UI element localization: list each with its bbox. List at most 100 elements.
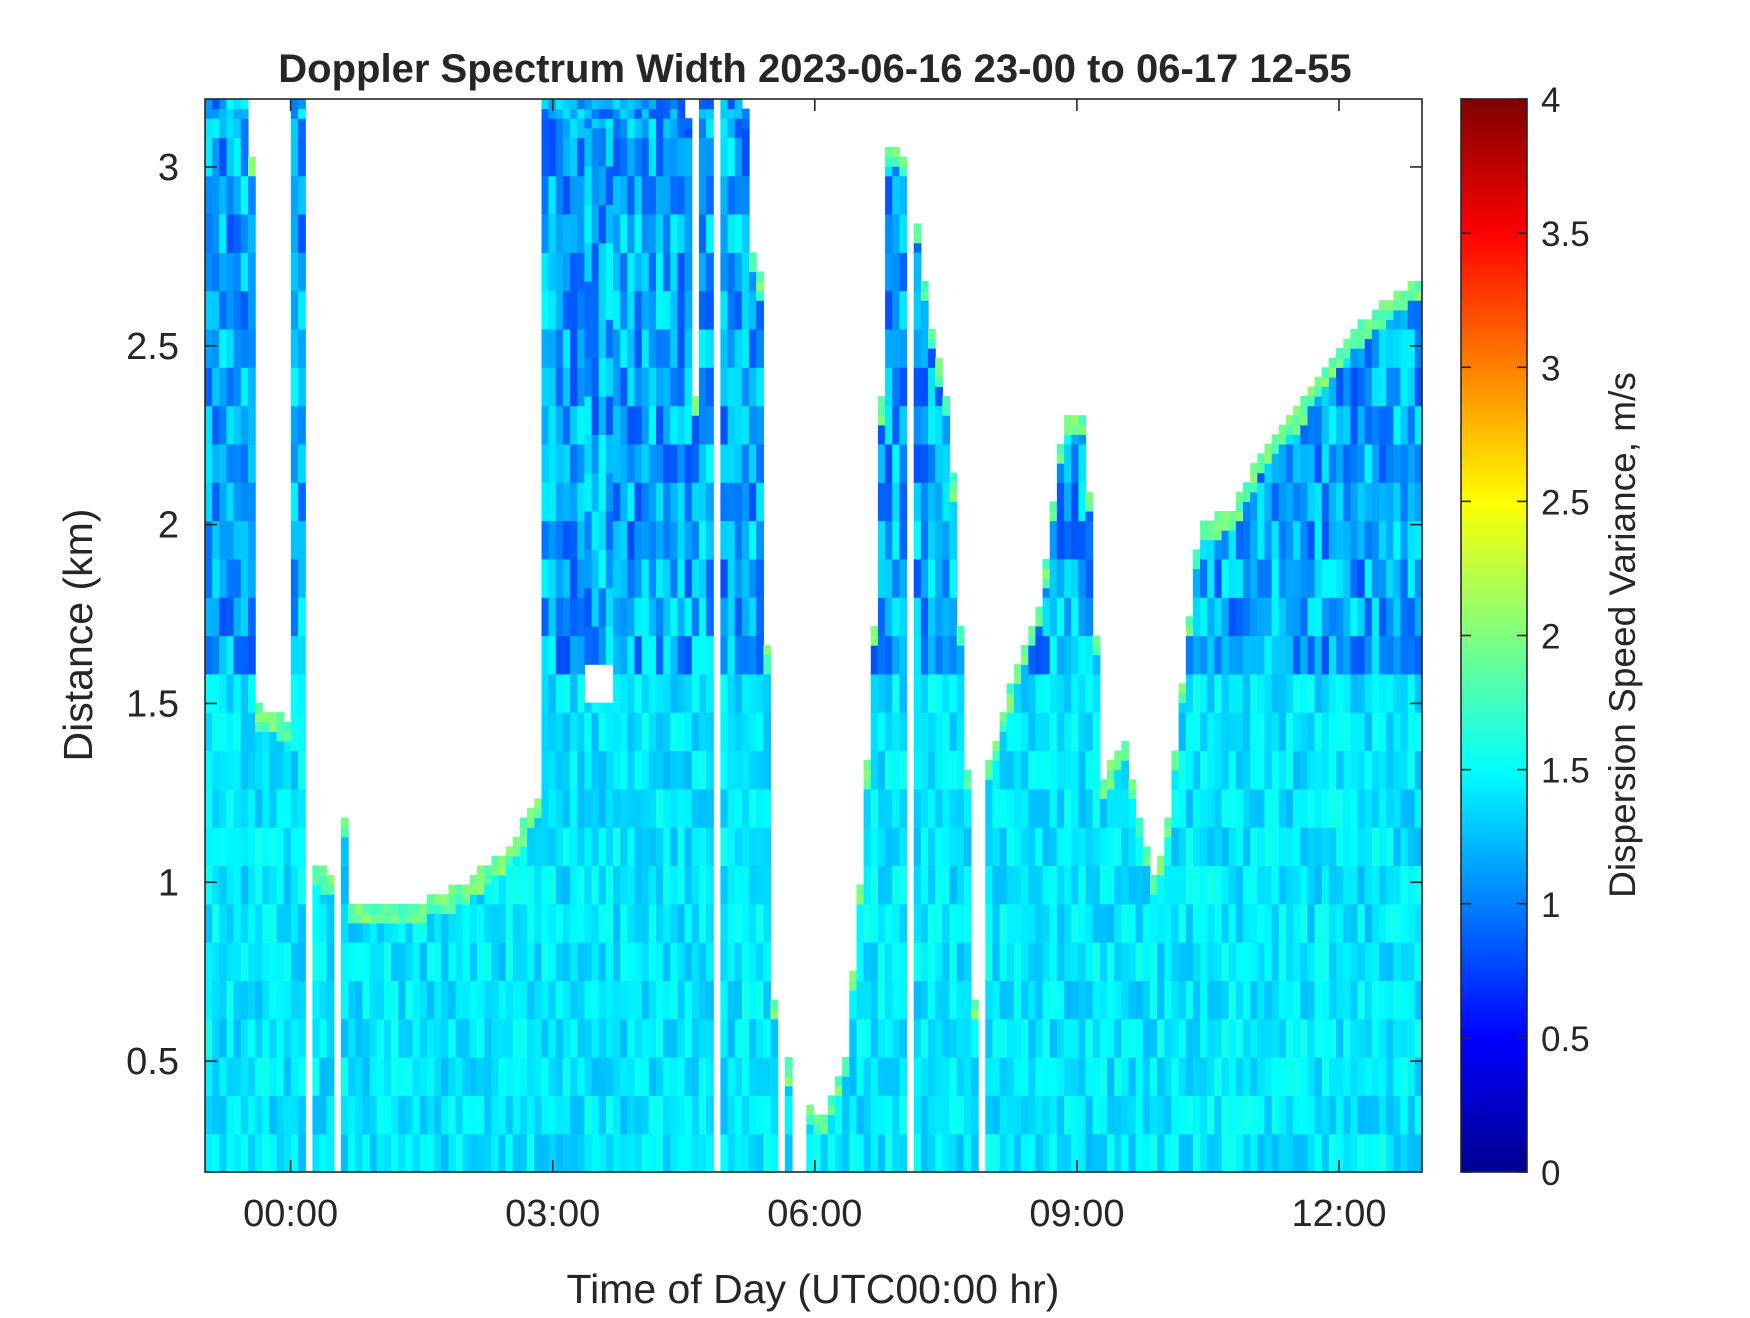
heatmap-cell [584,319,593,359]
heatmap-cell [290,328,299,368]
heatmap-cell [699,1057,707,1096]
heatmap-cell [656,980,664,1020]
heatmap-cell [1228,520,1237,531]
heatmap-cell [706,558,714,598]
heatmap-cell [405,922,414,943]
heatmap-cell [756,281,764,292]
heatmap-cell [1006,903,1015,943]
heatmap-cell [570,290,578,330]
heatmap-cell [942,1095,951,1135]
heatmap-cell [706,520,714,560]
heatmap-cell [1228,597,1237,637]
heatmap-cell [1407,405,1416,445]
heatmap-cell [899,635,908,675]
heatmap-cell [727,520,736,560]
heatmap-cell [1300,558,1309,598]
heatmap-cell [1171,827,1180,867]
heatmap-cell [1264,635,1273,675]
heatmap-cell [541,520,550,560]
heatmap-cell [813,1124,822,1135]
colorbar-tick-label: 2.5 [1541,483,1590,522]
heatmap-cell [555,405,564,445]
heatmap-cell [670,1057,679,1096]
heatmap-cell [670,99,679,110]
heatmap-cell [749,558,757,598]
heatmap-cell [920,597,929,637]
heatmap-cell [1286,1057,1294,1096]
heatmap-cell [562,597,571,637]
heatmap-cell [1092,942,1101,982]
heatmap-cell [691,750,700,790]
heatmap-cell [1393,597,1402,637]
heatmap-cell [1293,405,1301,416]
heatmap-cell [734,942,743,982]
heatmap-cell [1035,712,1044,752]
heatmap-cell [484,1095,492,1135]
heatmap-cell [548,118,557,138]
heatmap-cell [1049,750,1058,790]
heatmap-cell [1114,942,1122,982]
heatmap-cell [1142,1133,1151,1173]
heatmap-cell [684,712,693,752]
heatmap-cell [992,1057,1001,1096]
heatmap-cell [348,1057,356,1096]
heatmap-cell [541,118,550,138]
heatmap-cell [1407,865,1416,905]
heatmap-cell [634,788,643,828]
heatmap-cell [226,597,235,637]
heatmap-cell [1257,827,1266,867]
heatmap-cell [1278,1095,1287,1135]
heatmap-cell [469,1018,478,1058]
heatmap-cell [899,1018,908,1058]
heatmap-cell [205,175,213,215]
heatmap-cell [663,214,671,253]
heatmap-cell [1214,980,1223,1020]
heatmap-cell [319,903,328,943]
heatmap-cell [1085,788,1094,828]
heatmap-cell [949,597,958,637]
heatmap-cell [577,328,586,368]
heatmap-cell [656,635,664,675]
heatmap-cell [613,865,621,905]
heatmap-cell [276,827,285,867]
heatmap-cell [384,903,392,914]
heatmap-cell [1221,511,1230,522]
heatmap-cell [1185,750,1194,790]
heatmap-cell [298,175,306,215]
heatmap-cell [605,319,614,359]
heatmap-cell [226,175,235,215]
heatmap-cell [1400,443,1409,483]
heatmap-cell [1393,827,1402,867]
heatmap-cell [949,827,958,867]
heatmap-cell [1271,712,1280,752]
heatmap-cell [527,1018,535,1058]
heatmap-cell [298,980,306,1020]
heatmap-cell [684,1057,693,1096]
heatmap-cell [1271,443,1280,455]
heatmap-cell [942,558,951,598]
heatmap-cell [598,127,607,167]
heatmap-cell [527,1133,535,1173]
heatmap-cell [1357,788,1366,828]
heatmap-cell [706,482,714,522]
heatmap-cell [1157,1018,1165,1058]
heatmap-cell [1056,597,1065,637]
heatmap-cell [706,712,714,752]
heatmap-cell [584,472,593,512]
heatmap-cell [584,357,593,397]
heatmap-cell [1293,1018,1301,1058]
heatmap-cell [591,702,600,713]
heatmap-cell [1221,712,1230,752]
heatmap-cell [283,1095,292,1135]
heatmap-cell [448,1133,457,1173]
heatmap-cell [548,1095,557,1135]
heatmap-cell [741,673,750,713]
heatmap-cell [842,1133,850,1173]
heatmap-cell [1386,482,1394,522]
heatmap-cell [1314,405,1323,445]
heatmap-cell [1107,760,1115,771]
heatmap-cell [1278,1133,1287,1173]
heatmap-cell [1092,827,1101,867]
heatmap-cell [756,750,764,790]
heatmap-cell [928,635,936,675]
